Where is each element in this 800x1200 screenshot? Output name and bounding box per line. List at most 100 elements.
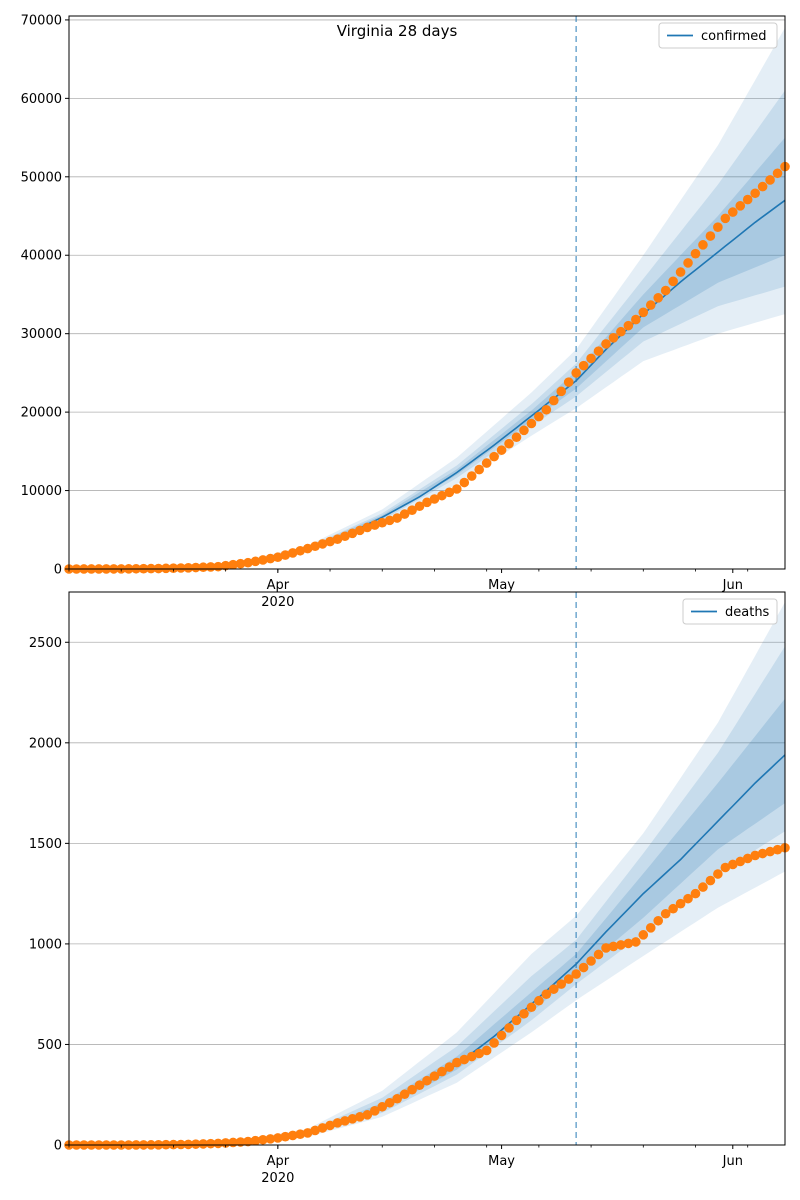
observed-point xyxy=(653,915,664,926)
observed-point xyxy=(489,451,499,462)
observed-point xyxy=(586,353,596,364)
observed-point xyxy=(772,844,783,855)
observed-point xyxy=(504,438,514,449)
observed-point xyxy=(235,558,246,569)
uncertainty-band xyxy=(69,646,785,1145)
observed-point xyxy=(414,1080,425,1090)
y-tick-label: 0 xyxy=(54,1139,62,1154)
observed-point xyxy=(190,562,201,573)
observed-point xyxy=(310,1125,320,1136)
observed-point xyxy=(161,563,171,574)
observed-point xyxy=(496,1030,507,1041)
axes-frame xyxy=(68,591,786,1146)
observed-point xyxy=(265,553,276,564)
x-tick-label: Jun xyxy=(722,578,743,593)
x-tick-label: Jun xyxy=(722,1154,743,1169)
observed-point xyxy=(325,536,335,547)
y-tick-label: 20000 xyxy=(21,406,62,421)
observed-point xyxy=(548,984,559,994)
observed-point xyxy=(429,494,440,504)
observed-point xyxy=(541,989,552,999)
observed-point xyxy=(571,368,581,378)
observed-point xyxy=(526,418,537,429)
x-tick-sublabel: 2020 xyxy=(261,1171,294,1186)
observed-point xyxy=(228,559,238,570)
observed-point xyxy=(474,1048,485,1059)
observed-point xyxy=(601,339,611,349)
observed-point xyxy=(698,882,708,892)
observed-point xyxy=(444,487,455,498)
observed-point xyxy=(720,213,731,224)
observed-point xyxy=(168,563,179,573)
observed-point xyxy=(250,556,261,567)
observed-point xyxy=(384,515,395,526)
observed-point xyxy=(444,1062,455,1072)
observed-point xyxy=(668,276,678,287)
uncertainty-band xyxy=(69,90,785,569)
observed-point xyxy=(243,1136,253,1147)
observed-point xyxy=(399,509,410,519)
observed-point xyxy=(705,875,716,886)
observed-point xyxy=(683,893,693,904)
observed-point xyxy=(563,974,574,984)
y-tick-label: 70000 xyxy=(21,13,62,28)
observed-point xyxy=(422,497,432,508)
observed-point xyxy=(727,207,738,217)
observed-point xyxy=(608,941,619,952)
observed-point xyxy=(414,501,425,512)
axes-frame xyxy=(68,15,786,570)
observed-point xyxy=(481,458,492,468)
observed-point xyxy=(757,848,768,859)
legend-box xyxy=(682,598,778,625)
observed-point xyxy=(302,543,313,554)
observed-point xyxy=(392,513,402,523)
observed-point xyxy=(511,1015,522,1026)
y-tick-label: 60000 xyxy=(21,92,62,107)
observed-point xyxy=(287,1130,298,1141)
observed-point xyxy=(489,1038,499,1048)
observed-point xyxy=(466,471,477,481)
observed-point xyxy=(377,517,388,528)
observed-point xyxy=(735,201,746,211)
legend-box xyxy=(658,22,778,49)
observed-point xyxy=(660,285,671,296)
observed-point xyxy=(452,484,462,494)
x-tick-label: May xyxy=(488,1154,515,1169)
observed-point xyxy=(459,1054,470,1065)
observed-point xyxy=(504,1023,514,1033)
observed-point xyxy=(675,898,686,909)
y-tick-label: 1500 xyxy=(29,837,62,852)
legend-label: confirmed xyxy=(701,29,767,44)
observed-point xyxy=(235,1137,246,1147)
confirmed-panel: 0 10000 20000 30000 40000 50000 60000 70000 Apr 2… xyxy=(21,13,790,610)
observed-point xyxy=(660,908,671,919)
observed-point xyxy=(213,1138,223,1149)
observed-point xyxy=(183,1139,194,1150)
observed-point xyxy=(258,1134,268,1145)
observed-point xyxy=(586,956,596,966)
observed-point xyxy=(369,1106,380,1116)
observed-point xyxy=(765,175,775,185)
observed-point xyxy=(757,181,768,192)
observed-point xyxy=(601,943,611,953)
y-tick-label: 2000 xyxy=(29,736,62,751)
observed-point xyxy=(638,930,649,940)
observed-point xyxy=(713,869,723,879)
observed-point xyxy=(422,1075,432,1086)
uncertainty-band xyxy=(69,602,785,1145)
observed-point xyxy=(362,522,373,533)
observed-point xyxy=(198,562,209,573)
observed-point xyxy=(384,1097,395,1108)
observed-point xyxy=(258,555,268,565)
observed-point xyxy=(347,528,358,539)
observed-point xyxy=(466,1051,477,1062)
observed-point xyxy=(631,314,641,325)
observed-point xyxy=(571,969,581,979)
observed-point xyxy=(176,1139,186,1150)
observed-point xyxy=(668,903,678,914)
observed-point xyxy=(302,1128,313,1138)
observed-point xyxy=(511,432,522,443)
observed-point xyxy=(593,949,604,960)
y-tick-label: 0 xyxy=(54,563,62,578)
y-tick-label: 30000 xyxy=(21,327,62,342)
